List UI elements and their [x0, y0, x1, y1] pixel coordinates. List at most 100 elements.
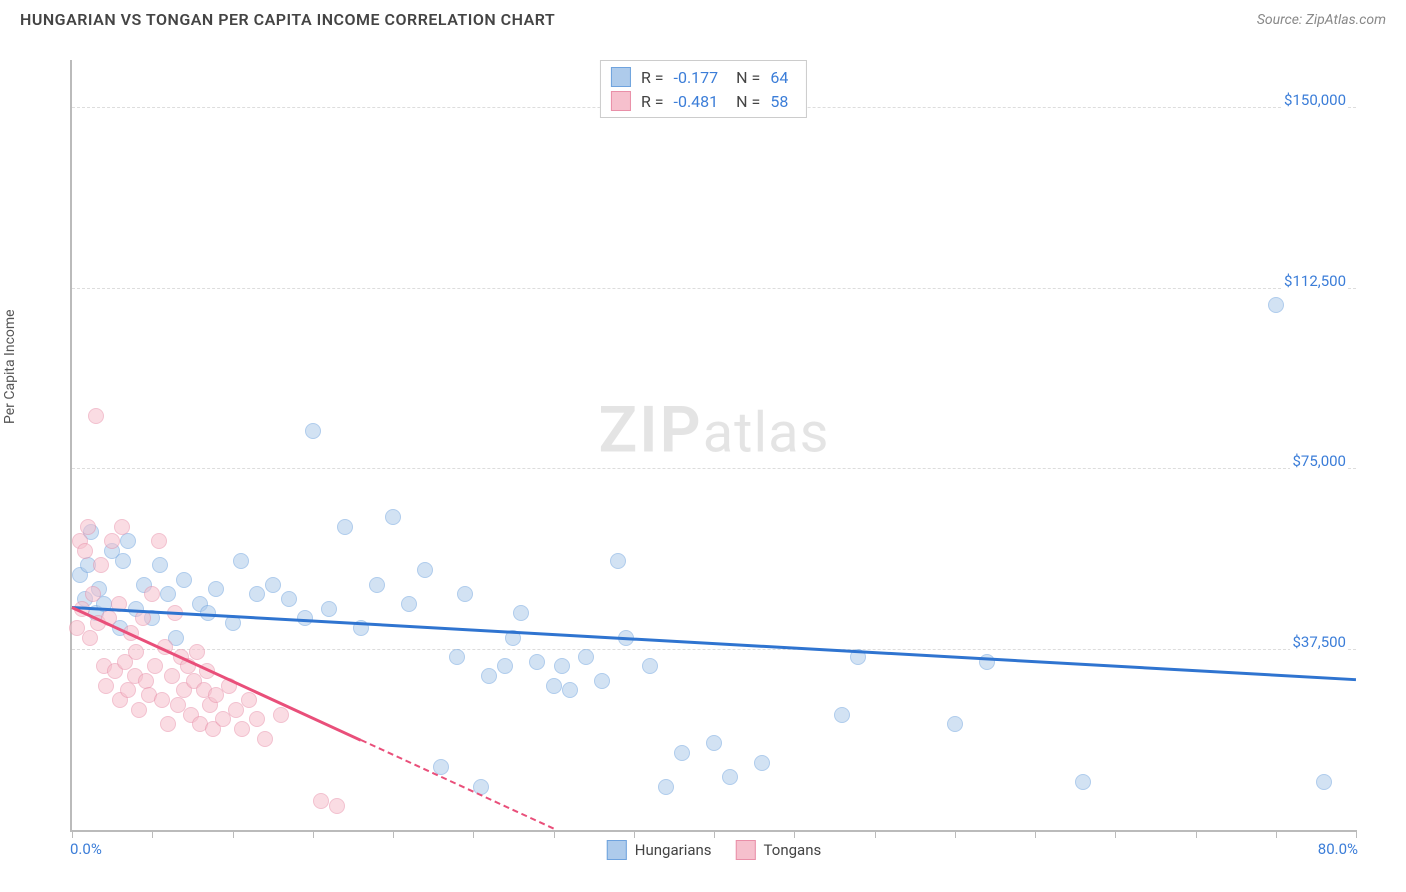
- scatter-point: [144, 586, 160, 602]
- scatter-point: [706, 735, 722, 751]
- x-tick: [72, 830, 73, 838]
- scatter-point: [234, 721, 250, 737]
- legend-swatch-hungarians: [607, 840, 627, 860]
- scatter-point: [265, 577, 281, 593]
- x-tick: [313, 830, 314, 838]
- scatter-point: [529, 654, 545, 670]
- scatter-point: [658, 779, 674, 795]
- y-axis-label: Per Capita Income: [2, 309, 18, 424]
- scatter-point: [594, 673, 610, 689]
- gridline: [72, 288, 1356, 289]
- scatter-point: [115, 553, 131, 569]
- scatter-point: [722, 769, 738, 785]
- legend-item: Tongans: [736, 840, 822, 860]
- scatter-point: [120, 682, 136, 698]
- chart-source: Source: ZipAtlas.com: [1257, 12, 1386, 28]
- x-tick: [473, 830, 474, 838]
- scatter-point: [305, 423, 321, 439]
- x-tick: [554, 830, 555, 838]
- scatter-point: [546, 678, 562, 694]
- y-tick-label: $75,000: [1290, 452, 1348, 470]
- chart-title: HUNGARIAN VS TONGAN PER CAPITA INCOME CO…: [20, 10, 555, 29]
- scatter-point: [674, 745, 690, 761]
- scatter-point: [138, 673, 154, 689]
- scatter-point: [241, 692, 257, 708]
- scatter-point: [273, 707, 289, 723]
- scatter-point: [385, 509, 401, 525]
- x-tick: [152, 830, 153, 838]
- legend-item: Hungarians: [607, 840, 712, 860]
- scatter-point: [128, 644, 144, 660]
- x-tick: [1276, 830, 1277, 838]
- scatter-point: [313, 793, 329, 809]
- scatter-point: [321, 601, 337, 617]
- scatter-point: [85, 586, 101, 602]
- scatter-point: [257, 731, 273, 747]
- correlation-legend: R = -0.177 N = 64 R = -0.481 N = 58: [600, 60, 807, 118]
- n-label: N =: [736, 68, 760, 87]
- x-tick: [714, 830, 715, 838]
- x-tick: [875, 830, 876, 838]
- scatter-point: [176, 572, 192, 588]
- scatter-point: [160, 586, 176, 602]
- scatter-point: [281, 591, 297, 607]
- scatter-point: [164, 668, 180, 684]
- scatter-point: [562, 682, 578, 698]
- scatter-point: [93, 557, 109, 573]
- watermark-light: atlas: [703, 399, 830, 465]
- legend-swatch-tongans: [736, 840, 756, 860]
- x-tick: [1356, 830, 1357, 838]
- scatter-point: [369, 577, 385, 593]
- scatter-point: [513, 605, 529, 621]
- r-label: R =: [641, 68, 664, 87]
- scatter-point: [208, 581, 224, 597]
- x-axis-max-label: 80.0%: [1318, 840, 1358, 858]
- scatter-point: [754, 755, 770, 771]
- y-tick-label: $150,000: [1282, 91, 1348, 109]
- legend-swatch-hungarians: [611, 67, 631, 87]
- legend-label: Tongans: [764, 841, 822, 859]
- legend-label: Hungarians: [635, 841, 712, 859]
- scatter-point: [233, 553, 249, 569]
- x-tick: [955, 830, 956, 838]
- y-tick-label: $37,500: [1290, 633, 1348, 651]
- x-tick: [794, 830, 795, 838]
- scatter-point: [131, 702, 147, 718]
- r-value: -0.177: [674, 68, 719, 87]
- scatter-point: [834, 707, 850, 723]
- scatter-point: [979, 654, 995, 670]
- r-value: -0.481: [674, 92, 719, 111]
- scatter-point: [98, 678, 114, 694]
- scatter-point: [151, 533, 167, 549]
- n-value: 58: [770, 92, 788, 111]
- gridline: [72, 468, 1356, 469]
- scatter-point: [1075, 774, 1091, 790]
- gridline: [72, 649, 1356, 650]
- scatter-point: [77, 543, 93, 559]
- trend-line: [360, 740, 553, 830]
- trend-line: [72, 606, 1356, 681]
- x-tick: [1196, 830, 1197, 838]
- x-tick: [1035, 830, 1036, 838]
- n-label: N =: [736, 92, 760, 111]
- scatter-point: [449, 649, 465, 665]
- scatter-point: [401, 596, 417, 612]
- x-tick: [393, 830, 394, 838]
- scatter-point: [154, 692, 170, 708]
- scatter-point: [1268, 297, 1284, 313]
- scatter-point: [417, 562, 433, 578]
- scatter-point: [329, 798, 345, 814]
- chart-container: Per Capita Income ZIPatlas R = -0.177 N …: [20, 40, 1386, 872]
- y-tick-label: $112,500: [1282, 272, 1348, 290]
- scatter-point: [189, 644, 205, 660]
- scatter-point: [481, 668, 497, 684]
- scatter-point: [554, 658, 570, 674]
- scatter-point: [1316, 774, 1332, 790]
- scatter-point: [947, 716, 963, 732]
- scatter-point: [152, 557, 168, 573]
- scatter-point: [147, 658, 163, 674]
- scatter-point: [457, 586, 473, 602]
- scatter-point: [120, 533, 136, 549]
- series-legend: Hungarians Tongans: [607, 840, 821, 860]
- scatter-point: [497, 658, 513, 674]
